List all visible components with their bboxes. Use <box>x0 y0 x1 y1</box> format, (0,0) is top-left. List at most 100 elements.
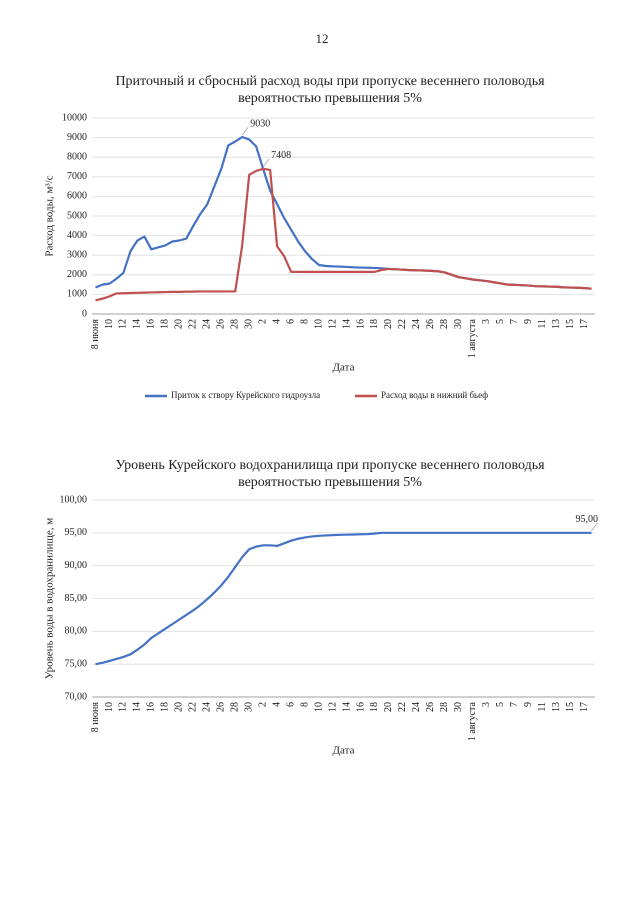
x-tick-label: 8 <box>299 702 310 707</box>
y-tick-label: 100,00 <box>60 494 88 505</box>
x-tick-label: 18 <box>160 702 171 712</box>
x-tick-label: 20 <box>383 702 394 712</box>
page-number: 12 <box>316 31 329 46</box>
x-tick-label: 14 <box>132 702 143 712</box>
x-tick-label: 1 августа <box>467 318 478 358</box>
chart-title: Приточный и сбросный расход воды при про… <box>115 74 545 89</box>
x-tick-label: 26 <box>216 319 227 329</box>
x-tick-label: 10 <box>104 702 115 712</box>
x-tick-label: 30 <box>453 319 464 329</box>
y-tick-label: 85,00 <box>65 593 88 604</box>
x-tick-label: 20 <box>383 319 394 329</box>
series-line <box>95 167 592 302</box>
x-tick-label: 28 <box>230 702 241 712</box>
chart-title: вероятностью превышения 5% <box>238 475 422 490</box>
x-tick-label: 2 <box>257 319 268 324</box>
x-tick-label: 28 <box>439 319 450 329</box>
x-tick-label: 17 <box>579 702 590 712</box>
x-tick-label: 2 <box>257 702 268 707</box>
x-tick-label: 10 <box>313 702 324 712</box>
y-tick-label: 6000 <box>67 191 87 202</box>
x-tick-label: 24 <box>202 319 213 329</box>
x-tick-label: 28 <box>230 319 241 329</box>
x-tick-label: 16 <box>146 702 157 712</box>
x-tick-label: 6 <box>285 319 296 324</box>
x-tick-label: 20 <box>174 319 185 329</box>
x-tick-label: 10 <box>313 319 324 329</box>
label-leader <box>262 158 270 168</box>
y-axis-title: Расход воды, м³/с <box>44 175 56 256</box>
x-tick-label: 26 <box>425 319 436 329</box>
data-label: 95,00 <box>576 514 599 525</box>
x-tick-label: 10 <box>104 319 115 329</box>
x-tick-label: 12 <box>327 702 338 712</box>
x-tick-label: 5 <box>495 319 506 324</box>
x-tick-label: 11 <box>537 702 548 712</box>
x-tick-label: 22 <box>397 319 408 329</box>
x-tick-label: 30 <box>453 702 464 712</box>
x-tick-label: 26 <box>216 702 227 712</box>
x-tick-label: 11 <box>537 319 548 329</box>
x-tick-label: 12 <box>118 319 129 329</box>
y-tick-label: 8000 <box>67 151 87 162</box>
y-tick-label: 75,00 <box>65 658 88 669</box>
x-tick-label: 4 <box>271 319 282 324</box>
x-tick-label: 28 <box>439 702 450 712</box>
x-tick-label: 18 <box>160 319 171 329</box>
y-tick-label: 0 <box>82 308 87 319</box>
x-tick-label: 1 августа <box>467 701 478 741</box>
x-tick-label: 13 <box>551 702 562 712</box>
x-tick-label: 26 <box>425 702 436 712</box>
x-tick-label: 14 <box>132 319 143 329</box>
data-label: 7408 <box>271 150 291 161</box>
x-tick-label: 30 <box>243 319 254 329</box>
x-tick-label: 22 <box>397 702 408 712</box>
x-tick-label: 7 <box>509 702 520 707</box>
x-tick-label: 18 <box>369 702 380 712</box>
x-tick-label: 14 <box>341 319 352 329</box>
x-tick-label: 16 <box>355 319 366 329</box>
x-tick-label: 9 <box>523 319 534 324</box>
series-line <box>95 531 592 666</box>
x-tick-label: 3 <box>481 702 492 707</box>
label-leader <box>591 522 598 532</box>
chart-title: Уровень Курейского водохранилища при про… <box>115 458 545 473</box>
x-tick-label: 12 <box>118 702 129 712</box>
y-tick-label: 80,00 <box>65 626 88 637</box>
x-axis-title: Дата <box>333 745 355 757</box>
y-tick-label: 1000 <box>67 289 87 300</box>
legend-label: Расход воды в нижний бьеф <box>381 390 488 400</box>
y-tick-label: 4000 <box>67 230 87 241</box>
x-axis-title: Дата <box>333 362 355 374</box>
y-axis-title: Уровень воды в водохранилище, м <box>44 518 56 679</box>
x-tick-label: 16 <box>146 319 157 329</box>
y-tick-label: 7000 <box>67 171 87 182</box>
legend-label: Приток к створу Курейского гидроузла <box>171 390 320 400</box>
y-tick-label: 5000 <box>67 210 87 221</box>
x-tick-label: 5 <box>495 702 506 707</box>
y-tick-label: 90,00 <box>65 560 88 571</box>
x-tick-label: 12 <box>327 319 338 329</box>
x-tick-label: 15 <box>565 702 576 712</box>
x-tick-label: 4 <box>271 702 282 707</box>
x-tick-label: 17 <box>579 319 590 329</box>
x-tick-label: 22 <box>188 319 199 329</box>
y-tick-label: 95,00 <box>65 527 88 538</box>
label-leader <box>241 126 249 136</box>
x-tick-label: 8 <box>299 319 310 324</box>
x-tick-label: 8 июня <box>90 702 101 733</box>
x-tick-label: 6 <box>285 702 296 707</box>
x-tick-label: 9 <box>523 702 534 707</box>
x-tick-label: 3 <box>481 319 492 324</box>
y-tick-label: 70,00 <box>65 691 88 702</box>
x-tick-label: 13 <box>551 319 562 329</box>
x-tick-label: 24 <box>202 702 213 712</box>
x-tick-label: 15 <box>565 319 576 329</box>
x-tick-label: 16 <box>355 702 366 712</box>
x-tick-label: 14 <box>341 702 352 712</box>
x-tick-label: 7 <box>509 319 520 324</box>
x-tick-label: 8 июня <box>90 319 101 350</box>
x-tick-label: 22 <box>188 702 199 712</box>
